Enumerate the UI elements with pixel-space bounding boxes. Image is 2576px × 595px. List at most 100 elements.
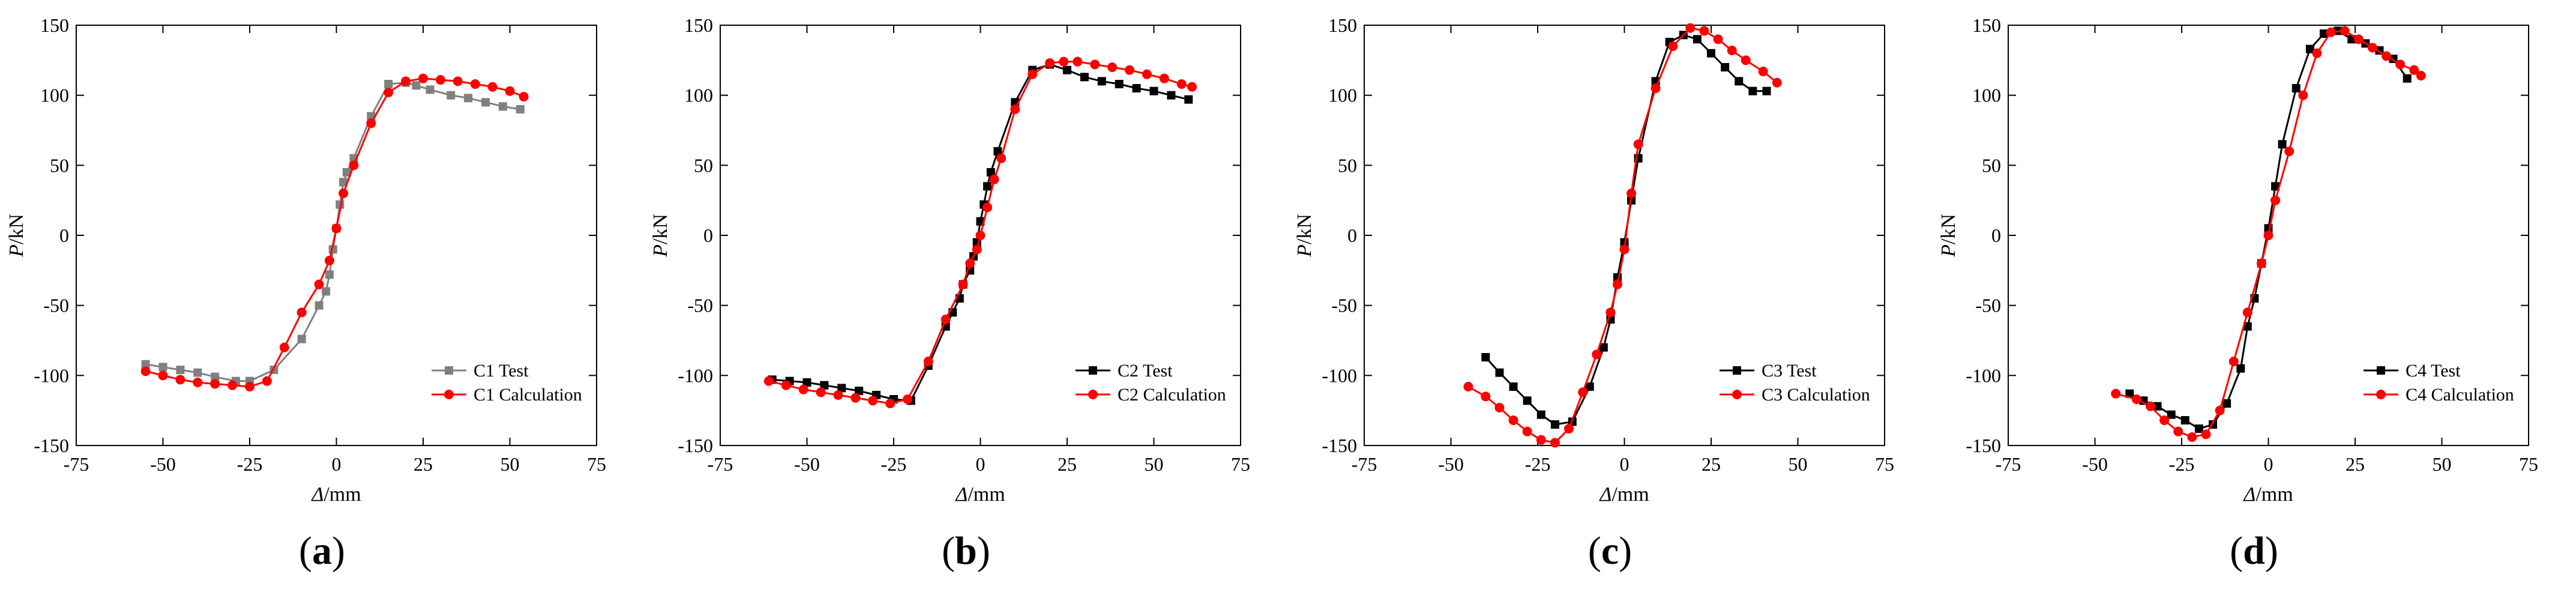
data-point — [1167, 91, 1176, 100]
y-tick-label: -150 — [34, 435, 69, 456]
data-point — [245, 382, 254, 391]
data-point — [464, 94, 473, 103]
y-axis-title: P/kN — [1293, 214, 1316, 258]
data-point — [1633, 139, 1643, 150]
legend-entry: C3 Calculation — [1720, 385, 1870, 405]
y-tick-label: 150 — [684, 14, 713, 36]
data-point — [325, 270, 334, 279]
data-point — [1592, 349, 1602, 360]
data-point — [2395, 59, 2406, 70]
data-point — [2153, 402, 2162, 411]
x-tick-label: -25 — [881, 453, 907, 475]
data-point — [837, 384, 846, 393]
x-tick-label: -75 — [64, 453, 89, 475]
data-point — [1059, 56, 1069, 67]
y-tick-label: -50 — [43, 295, 69, 316]
data-point — [339, 189, 349, 198]
data-point — [1509, 382, 1518, 391]
series-calculation — [2111, 26, 2426, 442]
y-axis-title: P/kN — [5, 214, 28, 258]
x-tick-label: -25 — [1525, 453, 1551, 475]
x-axis-unit: /mm — [1612, 483, 1649, 506]
data-point — [1481, 391, 1491, 402]
data-point — [2403, 74, 2412, 83]
x-tick-label: 0 — [1620, 453, 1630, 475]
caption-a: (a) — [299, 529, 345, 573]
data-point — [781, 380, 791, 390]
y-axis-title: P/kN — [649, 214, 672, 258]
data-point — [384, 88, 394, 97]
data-point — [1522, 426, 1532, 436]
y-tick-label: 150 — [1328, 14, 1357, 36]
data-point — [2242, 307, 2252, 318]
x-tick-label: -50 — [150, 453, 176, 475]
data-point — [989, 174, 999, 184]
data-point — [2382, 51, 2392, 61]
data-point — [1090, 59, 1100, 70]
data-point — [993, 147, 1002, 156]
y-axis-symbol: P — [5, 244, 28, 258]
data-point — [158, 370, 168, 381]
series-calculation — [140, 73, 529, 391]
data-point — [855, 387, 864, 395]
legend-entry: C2 Test — [1076, 361, 1173, 381]
data-point — [516, 105, 525, 113]
data-point — [2340, 26, 2350, 36]
data-point — [505, 86, 515, 96]
data-point — [1651, 83, 1661, 93]
data-point — [1550, 438, 1560, 448]
x-axis-title: Δ/mm — [954, 483, 1005, 506]
data-point — [1627, 189, 1637, 198]
data-point — [2305, 44, 2314, 53]
x-axis-title: Δ/mm — [1598, 483, 1649, 506]
x-tick-label: 0 — [976, 453, 986, 475]
data-point — [2271, 195, 2281, 205]
data-point — [2256, 258, 2266, 268]
data-point — [2416, 71, 2426, 80]
legend-label: C3 Test — [1762, 361, 1817, 381]
data-point — [401, 76, 411, 86]
series-calculation — [1463, 23, 1782, 448]
data-point — [447, 91, 456, 100]
data-point — [763, 376, 774, 386]
data-point — [972, 244, 982, 255]
data-point — [342, 168, 351, 177]
y-tick-label: -50 — [687, 295, 713, 316]
data-point — [193, 368, 202, 377]
data-point — [498, 102, 507, 111]
x-tick-label: -25 — [2169, 453, 2195, 475]
data-point — [2201, 429, 2211, 439]
legend-marker — [2376, 390, 2386, 399]
data-point — [426, 85, 435, 94]
data-point — [816, 387, 826, 397]
data-point — [885, 399, 895, 408]
y-tick-label: 100 — [1328, 85, 1357, 106]
y-tick-label: 50 — [1338, 154, 1357, 176]
legend-label: C4 Test — [2406, 361, 2461, 381]
data-point — [322, 287, 331, 296]
data-point — [1045, 58, 1055, 68]
legend-entry: C3 Test — [1720, 361, 1817, 381]
data-point — [2271, 182, 2280, 191]
data-point — [1187, 82, 1197, 92]
data-point — [1748, 86, 1757, 95]
data-point — [2180, 416, 2189, 424]
data-point — [2173, 426, 2183, 436]
data-point — [1481, 353, 1490, 361]
data-point — [331, 223, 342, 234]
data-point — [1741, 55, 1751, 65]
data-point — [519, 92, 529, 101]
data-point — [1495, 368, 1504, 377]
caption-d: (d) — [2230, 529, 2278, 573]
data-point — [227, 380, 238, 390]
data-point — [1028, 69, 1038, 79]
data-point — [384, 80, 393, 88]
data-point — [470, 79, 480, 89]
data-point — [2292, 84, 2301, 92]
series-test — [2125, 26, 2412, 433]
x-tick-label: -75 — [708, 453, 733, 475]
chart-b: -75 -50 -25 0 25 50 75 -150 -100 -50 0 50 100 150 Δ/mm… — [649, 14, 1250, 506]
data-point — [1176, 79, 1187, 89]
legend-label: C2 Test — [1118, 361, 1173, 381]
data-point — [996, 153, 1007, 163]
